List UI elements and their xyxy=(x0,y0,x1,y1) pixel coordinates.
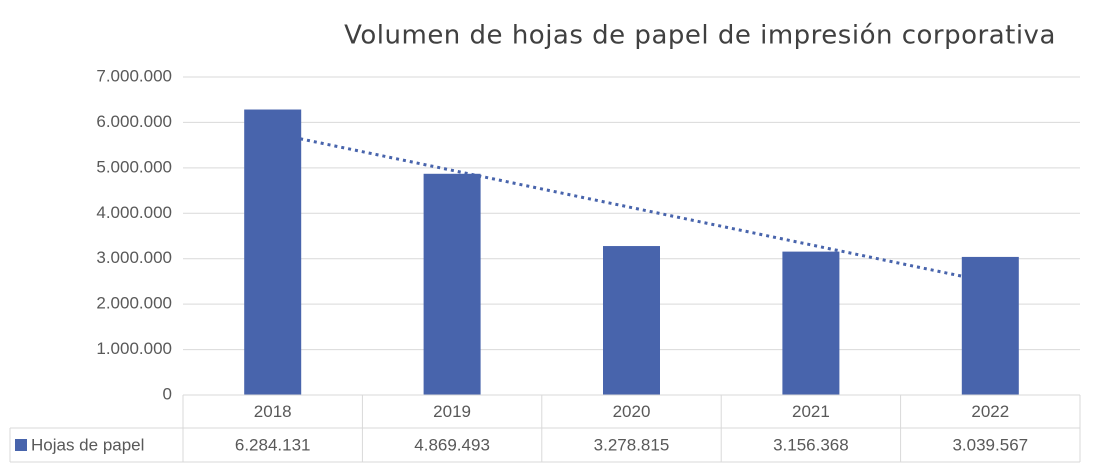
y-tick-label: 0 xyxy=(163,384,172,403)
y-tick-label: 3.000.000 xyxy=(96,248,172,267)
bar xyxy=(423,173,481,395)
bar xyxy=(782,251,840,395)
bar xyxy=(961,256,1019,395)
data-label: 3.156.368 xyxy=(773,435,849,454)
y-tick-label: 2.000.000 xyxy=(96,294,172,313)
y-tick-label: 6.000.000 xyxy=(96,112,172,131)
y-tick-label: 5.000.000 xyxy=(96,157,172,176)
legend-label: Hojas de papel xyxy=(31,435,144,454)
y-tick-label: 4.000.000 xyxy=(96,203,172,222)
bar xyxy=(603,246,660,395)
x-tick-label: 2018 xyxy=(254,402,292,421)
legend-key xyxy=(15,439,27,451)
bar xyxy=(244,109,302,395)
y-tick-label: 7.000.000 xyxy=(96,66,172,85)
y-tick-label: 1.000.000 xyxy=(96,339,172,358)
x-tick-label: 2021 xyxy=(792,402,830,421)
x-tick-label: 2019 xyxy=(433,402,471,421)
chart-title: Volumen de hojas de papel de impresión c… xyxy=(344,21,1056,51)
data-label: 4.869.493 xyxy=(414,435,490,454)
x-tick-label: 2022 xyxy=(971,402,1009,421)
trendline xyxy=(272,131,991,284)
data-label: 3.278.815 xyxy=(594,435,670,454)
data-label: 3.039.567 xyxy=(952,435,1028,454)
x-tick-label: 2020 xyxy=(613,402,651,421)
data-label: 6.284.131 xyxy=(235,435,311,454)
